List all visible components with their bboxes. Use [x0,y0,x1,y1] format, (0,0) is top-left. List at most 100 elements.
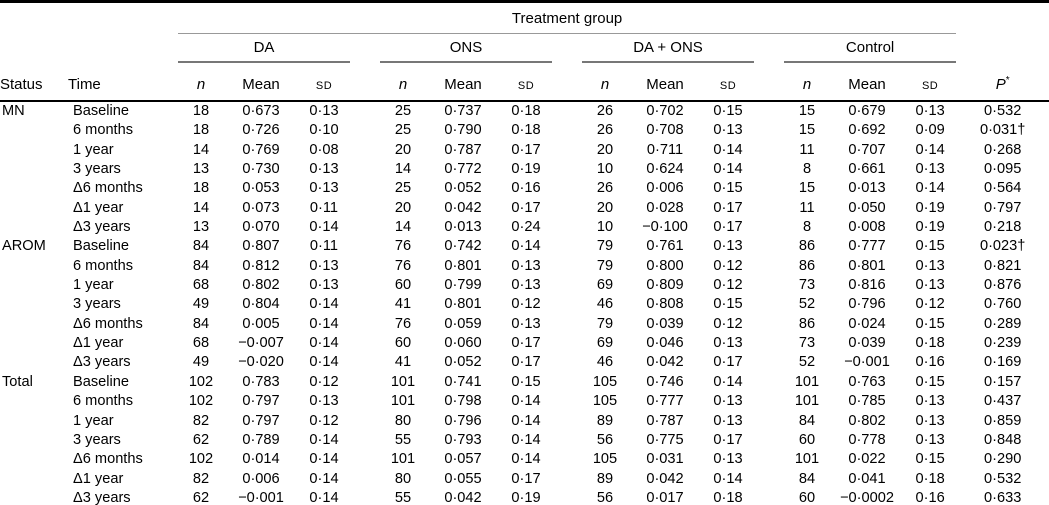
cell-sd: 0·14 [309,451,339,468]
spacer-cell [350,141,380,160]
spacer-cell [350,373,380,392]
cell-n: 102 [188,373,214,390]
cell-mean: 0·730 [242,161,280,178]
cell-mean: 0·661 [848,161,886,178]
cell-n: 76 [394,257,412,274]
cell-mean: 0·761 [646,238,684,255]
cell-mean: 0·052 [444,180,482,197]
cell-sd: 0·13 [309,393,339,410]
cell-mean: 0·073 [242,199,280,216]
cell-time: 1 year [73,277,114,294]
cell-status [0,276,68,295]
cell-status [0,334,68,353]
cell-mean: 0·042 [444,199,482,216]
cell-mean: 0·790 [444,122,482,139]
cell-sd: 0·13 [915,103,945,119]
cell-mean: 0·798 [444,393,482,410]
col-header-sd: SD [702,62,754,102]
cell-mean: 0·673 [242,103,280,119]
spacer-cell [552,199,582,218]
cell-n: 101 [390,451,416,468]
cell-mean: 0·804 [242,296,280,313]
cell-sd: 0·13 [915,161,945,178]
spacer-cell [350,257,380,276]
cell-sd: 0·14 [309,315,339,332]
cell-sd: 0·15 [915,451,945,468]
cell-n: 62 [192,489,210,505]
cell-n: 101 [390,393,416,410]
cell-mean: 0·793 [444,431,482,448]
cell-mean: 0·692 [848,122,886,139]
cell-sd: 0·14 [511,431,541,448]
cell-n: 20 [394,141,412,158]
cell-mean: 0·809 [646,277,684,294]
col-header-n: n [784,62,830,102]
cell-n: 79 [596,315,614,332]
spacer-cell [350,470,380,489]
group-header-da: DA [178,33,350,63]
cell-mean: 0·017 [646,489,684,505]
cell-sd: 0·12 [309,412,339,429]
cell-sd: 0·14 [915,141,945,158]
cell-mean: −0·020 [238,354,284,371]
cell-time: Δ6 months [73,315,143,332]
spacer-cell [552,141,582,160]
column-headers-row: Status Time n Mean SD n Mean SD n Mean S… [0,62,1049,102]
cell-mean: 0·787 [444,141,482,158]
cell-n: 11 [799,199,815,216]
spacer-cell [552,179,582,198]
cell-mean: 0·052 [444,354,482,371]
spacer-cell [552,237,582,256]
spacer-cell [350,392,380,411]
cell-sd: 0·13 [713,335,743,352]
cell-mean: 0·778 [848,431,886,448]
cell-n: 41 [394,354,412,371]
cell-status: AROM [2,238,46,255]
cell-mean: 0·807 [242,238,280,255]
cell-p: 0·876 [984,277,1022,294]
cell-time: Δ3 years [73,219,131,236]
spacer-cell [552,218,582,237]
cell-mean: 0·801 [444,257,482,274]
cell-sd: 0·17 [713,354,743,371]
cell-sd: 0·17 [511,335,541,352]
cell-mean: 0·797 [242,412,280,429]
cell-n: 60 [798,489,816,505]
cell-sd: 0·12 [713,257,743,274]
spacer-cell [350,160,380,179]
cell-p: 0·289 [984,315,1022,332]
cell-status [0,121,68,140]
cell-sd: 0·13 [309,161,339,178]
spacer-cell [350,489,380,505]
cell-status [0,353,68,372]
cell-n: 73 [798,335,816,352]
col-header-sd: SD [500,62,552,102]
cell-sd: 0·13 [915,431,945,448]
cell-mean: 0·055 [444,470,482,487]
cell-sd: 0·14 [309,219,339,236]
spacer-cell [350,450,380,469]
spanner-right-blank [956,2,1049,34]
spacer-cell [754,373,784,392]
cell-sd: 0·14 [309,489,339,505]
cell-mean: −0·001 [238,489,284,505]
cell-time: Δ1 year [73,199,124,216]
spanner-row: Treatment group [0,1,1049,34]
cell-mean: 0·763 [848,373,886,390]
cell-sd: 0·13 [713,238,743,255]
cell-n: 13 [192,161,210,178]
cell-sd: 0·19 [511,161,541,178]
cell-sd: 0·18 [915,335,945,352]
spacer-cell [754,315,784,334]
cell-mean: 0·812 [242,257,280,274]
cell-mean: 0·028 [646,199,684,216]
col-header-status: Status [0,62,68,102]
cell-p: 0·095 [984,161,1022,178]
col-spacer [552,62,582,102]
cell-n: 105 [592,451,618,468]
cell-sd: 0·13 [713,393,743,410]
cell-n: 25 [394,103,412,119]
cell-n: 10 [596,219,614,236]
table-row: 6 months 18 0·726 0·10 25 0·790 0·18 26 0·708 0·1… [0,121,1049,140]
cell-n: 11 [799,141,815,158]
